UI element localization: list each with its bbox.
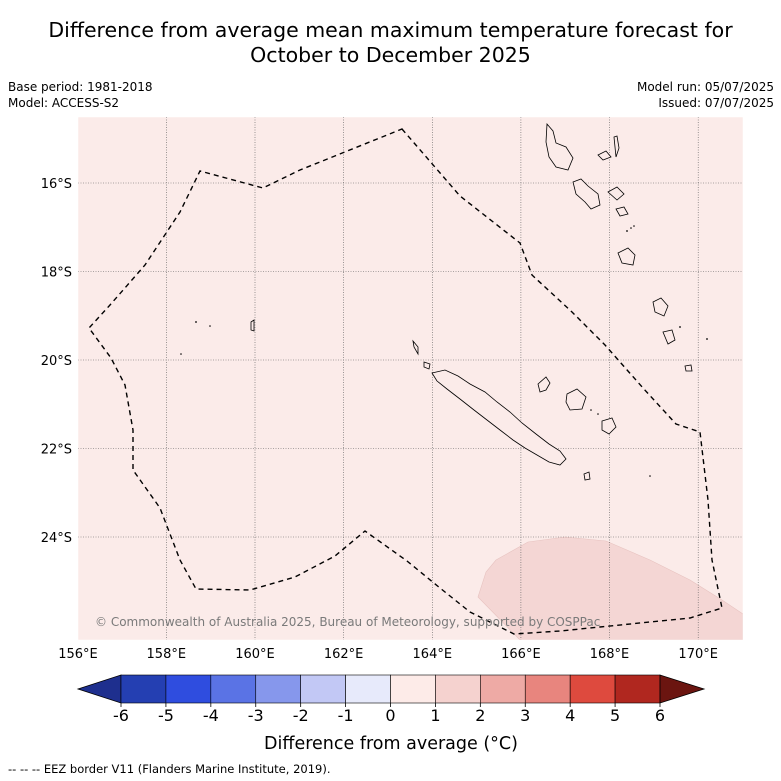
model-name: Model: ACCESS-S2 [8, 96, 120, 110]
colorbar-segment [120, 674, 167, 704]
lon-label: 170°E [678, 647, 718, 662]
colorbar-segment [390, 674, 436, 704]
gridlines [78, 117, 743, 640]
efate-island [617, 247, 636, 266]
islet-a [423, 361, 431, 370]
pentecost-island [613, 135, 620, 158]
colorbar-segment [255, 674, 301, 704]
title-line-2: October to December 2025 [250, 43, 531, 67]
lat-label: 16°S [41, 177, 72, 192]
ambrym-island [607, 186, 625, 201]
colorbar-tick-label: -5 [158, 706, 174, 725]
map-panel: © Commonwealth of Australia 2025, Bureau… [77, 116, 744, 641]
colorbar-extend-high [659, 674, 706, 704]
lat-axis-labels: 16°S 18°S 20°S 22°S 24°S [41, 177, 72, 546]
lon-label: 166°E [501, 647, 541, 662]
colorbar-tick-label: -1 [338, 706, 354, 725]
colorbar-tick-label: 5 [610, 706, 620, 725]
lon-label: 156°E [58, 647, 98, 662]
colorbar-tick-label: 1 [430, 706, 440, 725]
colorbar-segment [614, 674, 661, 704]
lon-label: 164°E [413, 647, 453, 662]
lat-label: 18°S [41, 266, 72, 281]
eez-legend: -- -- -- EEZ border V11 (Flanders Marine… [8, 762, 331, 776]
mare-island [601, 417, 617, 435]
colorbar-tick-label: -2 [293, 706, 309, 725]
colorbar-tick-label: -4 [203, 706, 219, 725]
colorbar [76, 674, 706, 704]
eez-border [88, 128, 723, 635]
colorbar-tick-label: -3 [248, 706, 264, 725]
issue-info: Model run: 05/07/2025 Issued: 07/07/2025 [637, 79, 774, 111]
colorbar-tick-label: 6 [655, 706, 665, 725]
model-info: Base period: 1981-2018 Model: ACCESS-S2 [8, 79, 153, 111]
new-caledonia-island [431, 369, 567, 466]
colorbar-label: Difference from average (°C) [264, 734, 518, 754]
chesterfield-islet [250, 319, 255, 332]
lon-axis-labels: 156°E 158°E 160°E 162°E 164°E 166°E 168°… [58, 647, 718, 662]
colorbar-tick-labels: -6 -5 -4 -3 -2 -1 0 1 2 3 4 5 6 [113, 703, 665, 725]
colorbar-segment [345, 674, 391, 704]
matthew-island [583, 471, 591, 481]
ouvea-island [537, 376, 551, 393]
malakula-island [572, 178, 601, 210]
copyright-credit: © Commonwealth of Australia 2025, Bureau… [95, 615, 600, 629]
colorbar-tick-label: 3 [520, 706, 530, 725]
espiritu-santo-island [545, 122, 574, 171]
small-islets [180, 225, 708, 477]
colorbar-segment [300, 674, 346, 704]
lat-label: 22°S [41, 443, 72, 458]
aneityum-island [684, 364, 693, 372]
model-run: Model run: 05/07/2025 [636, 80, 774, 94]
base-period: Base period: 1981-2018 [8, 80, 153, 94]
coastlines [250, 122, 693, 481]
warm-anomaly-region [477, 536, 743, 640]
epi-island [615, 206, 629, 217]
colorbar-segment [165, 674, 212, 704]
colorbar-segment [480, 674, 526, 704]
lon-label: 162°E [324, 647, 364, 662]
colorbar-tick-label: 2 [475, 706, 485, 725]
colorbar-segment [210, 674, 257, 704]
lat-label: 24°S [41, 531, 72, 546]
colorbar-tick-label: 0 [385, 706, 395, 725]
lifou-island [565, 388, 587, 411]
issued-date: Issued: 07/07/2025 [658, 96, 774, 110]
lon-label: 160°E [235, 647, 275, 662]
lon-label: 168°E [590, 647, 630, 662]
lat-label: 20°S [41, 354, 72, 369]
colorbar-extend-low [76, 674, 122, 704]
title-line-1: Difference from average mean maximum tem… [48, 18, 733, 42]
colorbar-segment [569, 674, 616, 704]
colorbar-tick-label: 4 [565, 706, 575, 725]
colorbar-segment [524, 674, 571, 704]
colorbar-segment [435, 674, 481, 704]
chart-title: Difference from average mean maximum tem… [0, 18, 781, 68]
colorbar-tick-label: -6 [113, 706, 129, 725]
maewo-island [597, 150, 612, 161]
belep-islet [412, 339, 419, 356]
erromango-island [652, 297, 669, 317]
tanna-island [662, 329, 676, 345]
lon-label: 158°E [147, 647, 187, 662]
